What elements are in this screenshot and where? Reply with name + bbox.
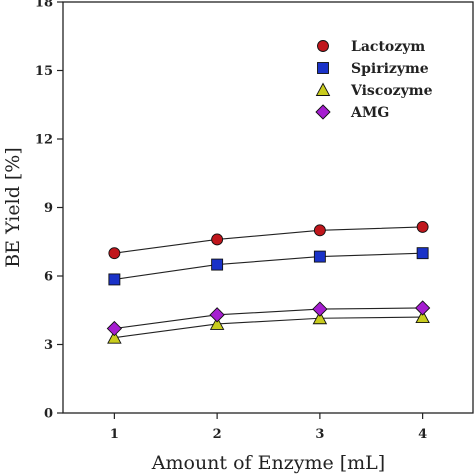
data-point-lactozym bbox=[108, 247, 121, 260]
legend-label-viscozyme: Viscozyme bbox=[350, 83, 433, 99]
y-tick-label: 12 bbox=[35, 133, 53, 148]
x-axis-title: Amount of Enzyme [mL] bbox=[151, 452, 385, 474]
series-line-spirizyme bbox=[114, 252, 423, 280]
legend-label-spirizyme: Spirizyme bbox=[351, 61, 429, 77]
data-point-amg bbox=[106, 320, 123, 337]
data-point-lactozym bbox=[211, 233, 224, 246]
y-tick-label: 0 bbox=[44, 407, 53, 422]
data-point-spirizyme bbox=[416, 247, 429, 260]
legend-marker-amg bbox=[315, 104, 331, 120]
x-tick-label: 3 bbox=[315, 427, 324, 442]
y-tick-label: 9 bbox=[44, 201, 53, 216]
x-tick-label: 4 bbox=[418, 427, 427, 442]
data-point-lactozym bbox=[313, 224, 326, 237]
x-tick-label: 1 bbox=[110, 427, 119, 442]
legend-label-lactozym: Lactozym bbox=[351, 39, 425, 55]
x-tick-label: 2 bbox=[213, 427, 222, 442]
series-markers bbox=[106, 220, 431, 344]
series-lines bbox=[114, 226, 423, 339]
data-point-spirizyme bbox=[313, 250, 326, 263]
y-tick-label: 18 bbox=[35, 0, 53, 11]
data-point-spirizyme bbox=[108, 273, 121, 286]
y-axis-title: BE Yield [%] bbox=[2, 147, 24, 268]
data-point-lactozym bbox=[416, 220, 429, 233]
y-tick-label: 6 bbox=[44, 270, 53, 285]
data-point-viscozyme bbox=[415, 309, 430, 324]
y-tick-label: 3 bbox=[44, 338, 53, 353]
legend-marker-lactozym bbox=[317, 40, 329, 52]
data-point-viscozyme bbox=[107, 330, 122, 344]
legend-label-amg: AMG bbox=[350, 105, 389, 121]
data-point-viscozyme bbox=[209, 316, 225, 330]
data-point-amg bbox=[414, 300, 431, 316]
legend: Lactozym Spirizyme Viscozyme AMG bbox=[315, 39, 433, 121]
legend-marker-spirizyme bbox=[317, 62, 329, 74]
legend-marker-viscozyme bbox=[315, 82, 331, 96]
data-point-viscozyme bbox=[312, 310, 328, 325]
series-line-amg bbox=[114, 307, 423, 330]
y-tick-label: 15 bbox=[35, 64, 53, 79]
data-point-spirizyme bbox=[211, 258, 224, 271]
data-point-amg bbox=[312, 301, 328, 317]
series-line-viscozyme bbox=[114, 316, 423, 339]
series-line-lactozym bbox=[114, 226, 423, 254]
data-point-amg bbox=[209, 307, 225, 323]
